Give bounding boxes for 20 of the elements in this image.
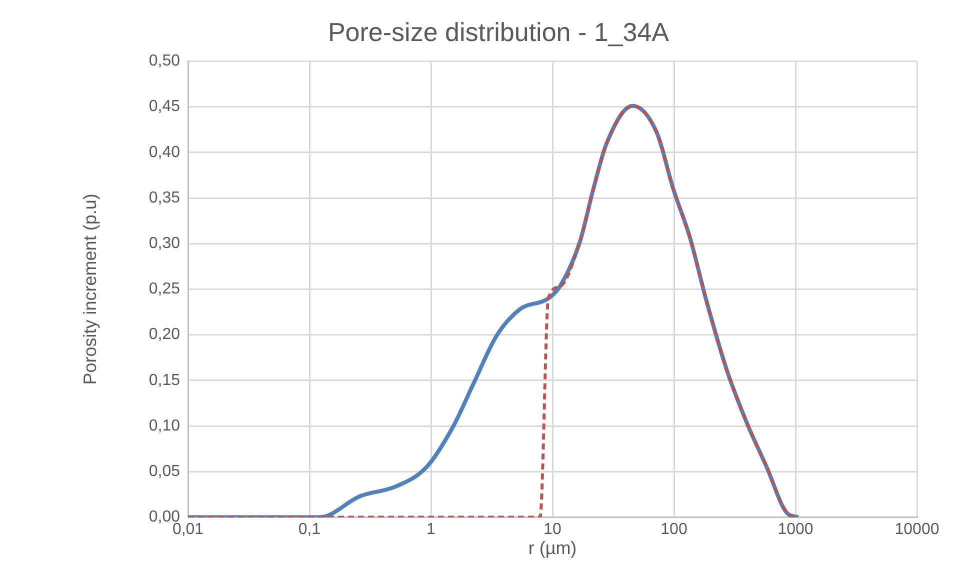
x-tick-label: 1 [426, 521, 436, 538]
y-tick-label: 0,45 [148, 98, 180, 116]
y-tick-label: 0,05 [148, 463, 180, 480]
x-tick-label: 100 [660, 521, 688, 538]
y-tick-label: 0,15 [148, 372, 180, 389]
x-tick-label: 0,01 [172, 521, 204, 538]
y-tick-label: 0,20 [148, 326, 180, 344]
y-tick-label: 0,40 [148, 144, 180, 161]
y-tick-label: 0,30 [148, 235, 180, 252]
x-tick-label: 1000 [778, 521, 814, 538]
x-axis-title: r (µm) [528, 538, 577, 558]
y-tick-label: 0,10 [148, 417, 180, 434]
y-tick-label: 0,35 [148, 189, 180, 206]
y-tick-label: 0,50 [148, 52, 180, 70]
chart-title: Pore-size distribution - 1_34A [328, 16, 670, 47]
x-tick-label: 0,1 [298, 521, 321, 538]
y-tick-label: 0,25 [148, 280, 180, 298]
x-tick-label: 10 [544, 521, 562, 538]
x-tick-label: 10000 [894, 521, 940, 538]
y-axis-title: Porosity increment (p.u) [80, 194, 100, 385]
